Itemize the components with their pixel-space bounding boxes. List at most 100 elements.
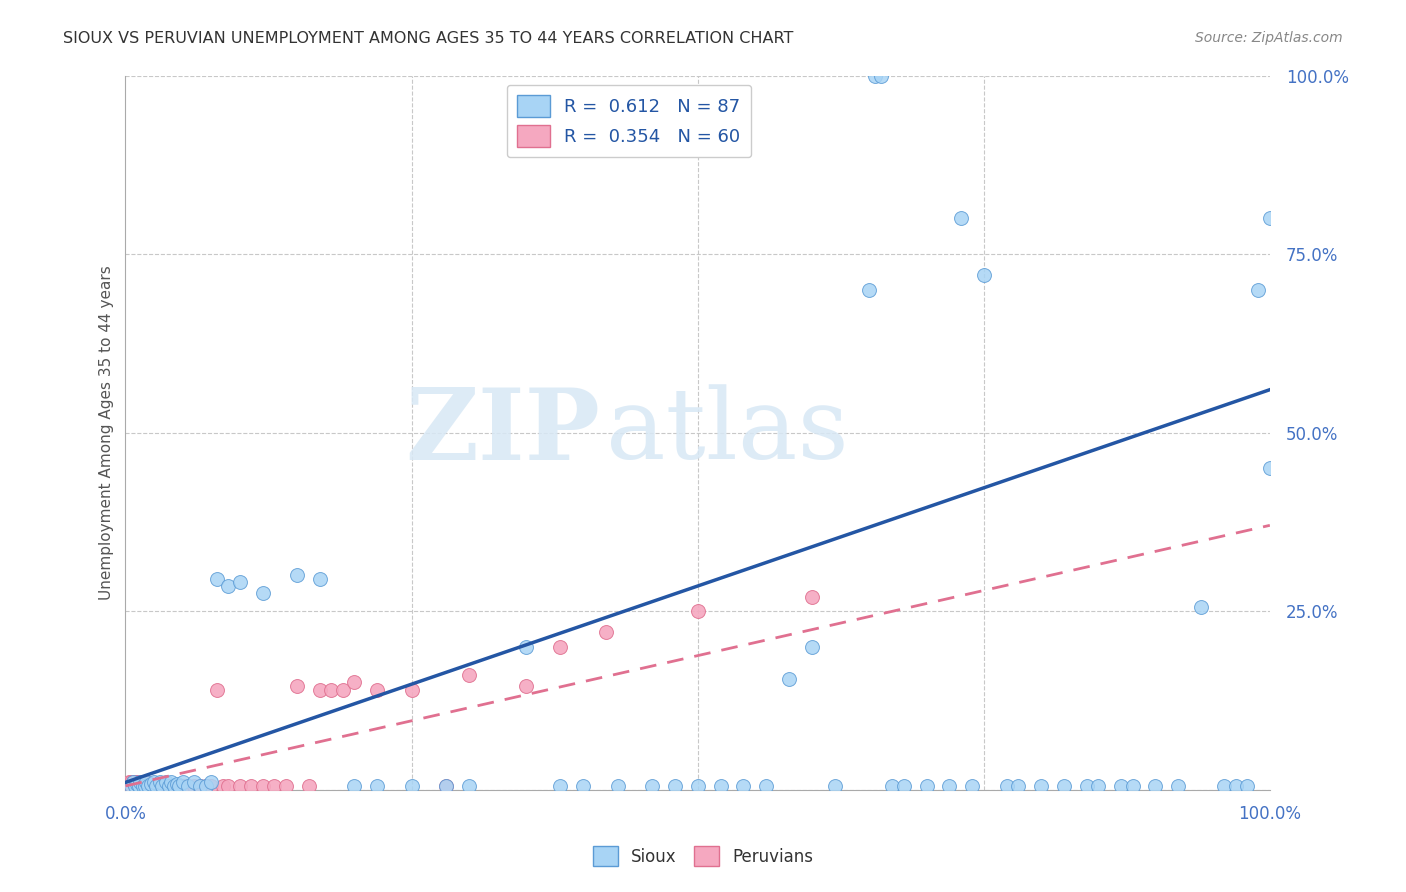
Point [124,779,146,793]
Point [915,779,938,793]
Point [125,779,148,793]
Point [1144,779,1167,793]
Point [117,779,139,793]
Point [142,779,165,793]
Point [205,572,228,586]
Point [167,779,190,793]
Point [1236,779,1258,793]
Point [1213,779,1236,793]
Point [801,590,824,604]
Point [172,775,194,789]
Point [858,283,880,297]
Legend: Sioux, Peruvians: Sioux, Peruvians [586,839,820,873]
Point [949,211,972,226]
Point [973,268,995,283]
Point [177,779,200,793]
Point [125,775,148,789]
Point [229,575,252,590]
Point [1029,779,1052,793]
Point [1087,779,1109,793]
Point [1167,779,1189,793]
Point [995,779,1018,793]
Point [188,779,211,793]
Point [134,779,156,793]
Point [240,779,263,793]
Point [155,775,177,789]
Point [606,779,628,793]
Point [962,779,984,793]
Point [572,779,595,793]
Point [125,777,148,791]
Point [1258,461,1281,475]
Y-axis label: Unemployment Among Ages 35 to 44 years: Unemployment Among Ages 35 to 44 years [100,265,114,600]
Point [188,779,211,793]
Point [252,779,274,793]
Point [134,775,156,789]
Point [166,777,188,791]
Point [755,779,778,793]
Point [709,779,731,793]
Point [332,682,354,697]
Point [138,779,160,793]
Point [297,779,319,793]
Point [550,779,572,793]
Legend: R =  0.612   N = 87, R =  0.354   N = 60: R = 0.612 N = 87, R = 0.354 N = 60 [506,85,751,158]
Point [131,775,153,789]
Point [309,682,332,697]
Text: SIOUX VS PERUVIAN UNEMPLOYMENT AMONG AGES 35 TO 44 YEARS CORRELATION CHART: SIOUX VS PERUVIAN UNEMPLOYMENT AMONG AGE… [63,31,793,46]
Point [1247,283,1270,297]
Point [515,640,537,654]
Point [162,779,184,793]
Point [128,779,150,793]
Point [217,779,239,793]
Point [160,775,183,789]
Point [135,775,157,789]
Point [595,625,617,640]
Point [150,779,173,793]
Point [162,779,184,793]
Point [252,586,274,600]
Point [200,775,222,789]
Point [122,775,145,789]
Point [157,779,180,793]
Point [309,572,332,586]
Point [157,779,180,793]
Point [366,682,388,697]
Point [194,779,217,793]
Point [138,779,160,793]
Point [686,604,709,618]
Point [131,779,153,793]
Point [143,779,166,793]
Point [1076,779,1098,793]
Point [127,775,149,789]
Point [893,779,915,793]
Point [128,779,150,793]
Point [139,779,162,793]
Point [641,779,664,793]
Point [869,69,891,83]
Point [686,779,709,793]
Point [150,779,173,793]
Point [139,777,162,791]
Point [160,779,183,793]
Point [183,775,205,789]
Point [135,779,157,793]
Point [274,779,297,793]
Point [131,779,153,793]
Point [155,779,177,793]
Point [801,640,824,654]
Text: Source: ZipAtlas.com: Source: ZipAtlas.com [1195,31,1343,45]
Point [1109,779,1132,793]
Point [366,779,388,793]
Point [343,779,366,793]
Point [1007,779,1029,793]
Point [124,779,146,793]
Point [778,672,800,686]
Point [183,779,205,793]
Point [938,779,960,793]
Point [824,779,846,793]
Point [149,775,172,789]
Point [129,775,152,789]
Point [434,779,457,793]
Point [457,668,479,682]
